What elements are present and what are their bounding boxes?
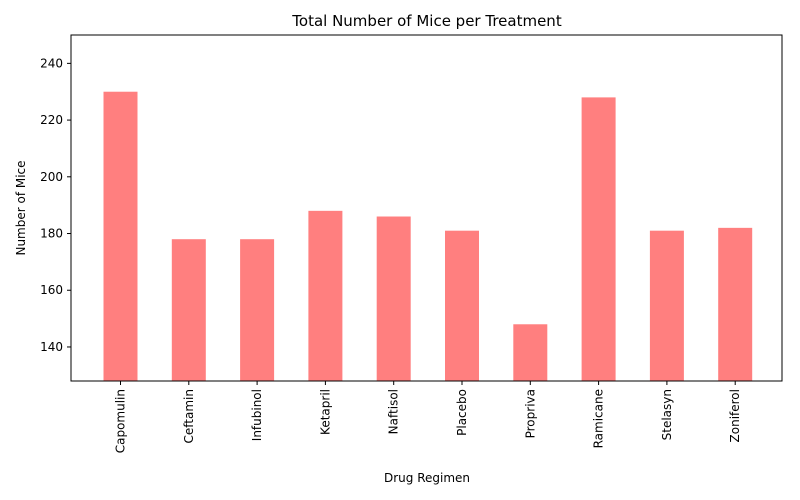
bar-stelasyn (649, 230, 684, 381)
bar-ketapril (308, 210, 343, 381)
x-tick-label: Capomulin (114, 389, 128, 453)
plot-frame (70, 34, 783, 382)
bar-infubinol (240, 239, 275, 381)
x-tick-label: Stelasyn (660, 389, 674, 440)
bar-ceftamin (171, 239, 206, 381)
bar-naftisol (376, 216, 411, 381)
y-tick-label: 180 (40, 227, 63, 241)
y-axis-label: Number of Mice (14, 160, 28, 255)
x-tick-label: Propriva (523, 389, 537, 438)
x-tick-label: Zoniferol (728, 389, 742, 442)
bars-group (103, 91, 753, 382)
chart-title: Total Number of Mice per Treatment (291, 12, 562, 30)
y-tick-label: 140 (40, 340, 63, 354)
y-tick-label: 220 (40, 113, 63, 127)
x-tick-label: Ramicane (592, 389, 606, 448)
y-tick-label: 160 (40, 283, 63, 297)
bar-capomulin (103, 91, 138, 381)
bar-ramicane (581, 97, 616, 382)
x-axis-label: Drug Regimen (384, 471, 470, 485)
x-tick-label: Infubinol (250, 389, 264, 441)
y-tick-label: 200 (40, 170, 63, 184)
x-tick-label: Naftisol (387, 389, 401, 434)
bar-propriva (513, 324, 548, 381)
x-axis-ticks: Capomulin Ceftamin Infubinol Ketapril Naftis… (114, 381, 742, 453)
bar-placebo (445, 230, 479, 381)
bar-zoniferol (718, 227, 753, 381)
x-tick-label: Placebo (455, 389, 469, 436)
y-axis-ticks: 140 160 180 200 220 240 (40, 56, 71, 354)
x-tick-label: Ceftamin (182, 389, 196, 443)
y-tick-label: 240 (40, 56, 63, 70)
x-tick-label: Ketapril (318, 389, 332, 435)
